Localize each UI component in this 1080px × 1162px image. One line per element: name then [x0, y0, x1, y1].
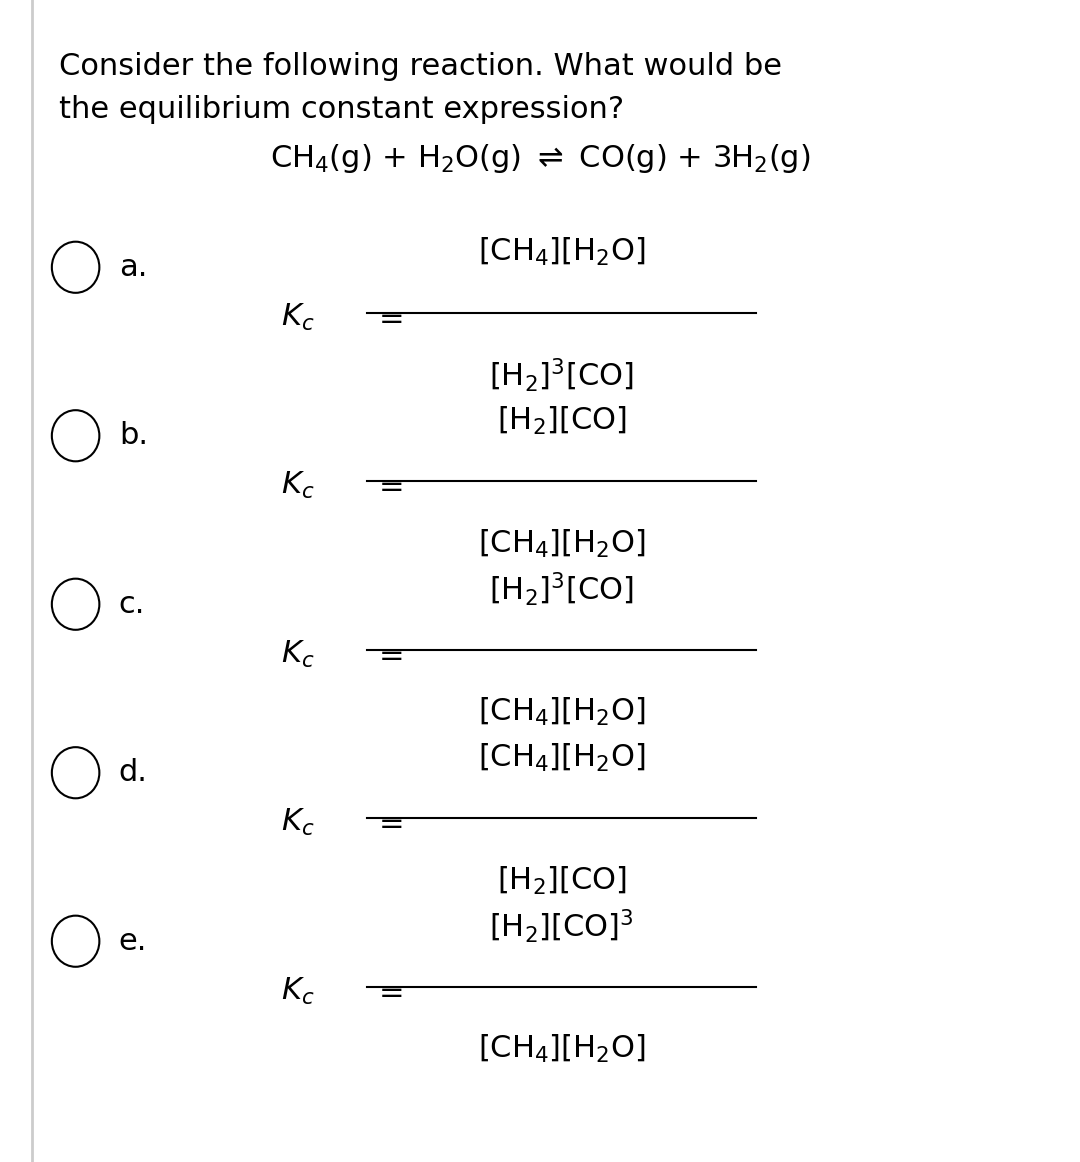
Text: $K_c$: $K_c$ [281, 639, 314, 669]
Text: a.: a. [119, 253, 147, 281]
Text: $=$: $=$ [373, 809, 403, 837]
Text: $=$: $=$ [373, 977, 403, 1005]
Text: $[\mathrm{CH_4}][\mathrm{H_2O}]$: $[\mathrm{CH_4}][\mathrm{H_2O}]$ [477, 528, 646, 560]
Text: $=$: $=$ [373, 472, 403, 500]
Text: $[\mathrm{H_2}][\mathrm{CO}]$: $[\mathrm{H_2}][\mathrm{CO}]$ [497, 404, 626, 437]
Text: e.: e. [119, 927, 147, 955]
Text: $[\mathrm{H_2}][\mathrm{CO}]^3$: $[\mathrm{H_2}][\mathrm{CO}]^3$ [489, 908, 634, 945]
Text: d.: d. [119, 759, 148, 787]
Text: $K_c$: $K_c$ [281, 302, 314, 332]
Text: Consider the following reaction. What would be: Consider the following reaction. What wo… [59, 52, 782, 81]
Text: $[\mathrm{H_2}][\mathrm{CO}]$: $[\mathrm{H_2}][\mathrm{CO}]$ [497, 865, 626, 897]
Text: $K_c$: $K_c$ [281, 976, 314, 1006]
Text: $[\mathrm{CH_4}][\mathrm{H_2O}]$: $[\mathrm{CH_4}][\mathrm{H_2O}]$ [477, 1033, 646, 1066]
Text: $=$: $=$ [373, 640, 403, 668]
Text: $[\mathrm{CH_4}][\mathrm{H_2O}]$: $[\mathrm{CH_4}][\mathrm{H_2O}]$ [477, 236, 646, 268]
Text: c.: c. [119, 590, 145, 618]
Text: $[\mathrm{H_2}]^3[\mathrm{CO}]$: $[\mathrm{H_2}]^3[\mathrm{CO}]$ [489, 357, 634, 394]
Text: the equilibrium constant expression?: the equilibrium constant expression? [59, 95, 624, 124]
Text: $K_c$: $K_c$ [281, 808, 314, 838]
Text: $[\mathrm{H_2}]^3[\mathrm{CO}]$: $[\mathrm{H_2}]^3[\mathrm{CO}]$ [489, 571, 634, 608]
Text: $K_c$: $K_c$ [281, 471, 314, 501]
Text: $=$: $=$ [373, 303, 403, 331]
Text: b.: b. [119, 422, 148, 450]
Text: $[\mathrm{CH_4}][\mathrm{H_2O}]$: $[\mathrm{CH_4}][\mathrm{H_2O}]$ [477, 741, 646, 774]
Text: $[\mathrm{CH_4}][\mathrm{H_2O}]$: $[\mathrm{CH_4}][\mathrm{H_2O}]$ [477, 696, 646, 729]
Text: CH$_4$(g) + H$_2$O(g) $\rightleftharpoons$ CO(g) + 3H$_2$(g): CH$_4$(g) + H$_2$O(g) $\rightleftharpoon… [270, 142, 810, 174]
